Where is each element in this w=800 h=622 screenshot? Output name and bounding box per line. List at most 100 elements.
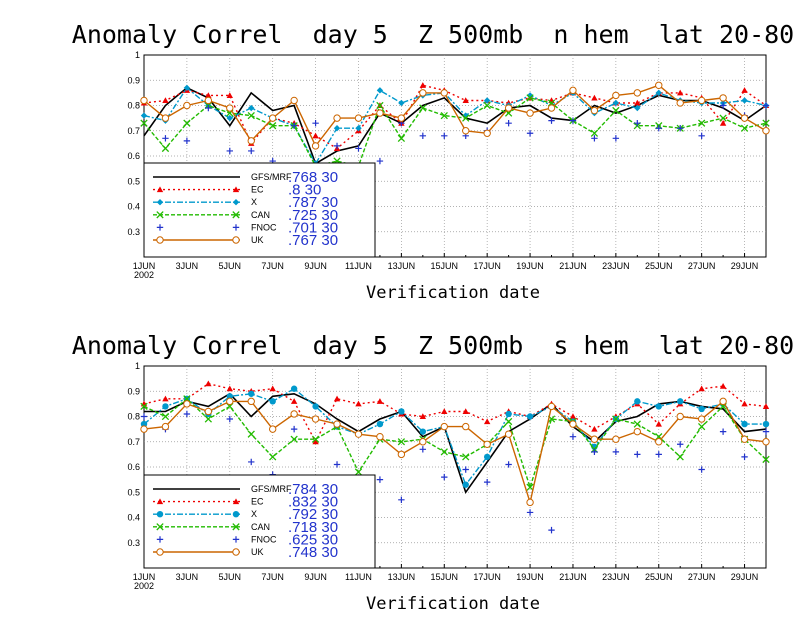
data-point <box>333 114 341 122</box>
x-tick-label: 23JUN <box>602 261 630 271</box>
data-point <box>333 395 341 402</box>
data-point <box>655 420 662 427</box>
data-point <box>612 106 620 115</box>
data-point <box>376 87 384 94</box>
data-point <box>205 92 212 98</box>
data-point <box>504 430 513 438</box>
x-tick-label: 21JUN <box>559 572 587 582</box>
data-point <box>205 104 212 112</box>
data-point <box>226 114 233 122</box>
y-tick-label: 0.3 <box>127 227 140 237</box>
data-point <box>677 125 684 132</box>
legend-box <box>143 162 376 258</box>
data-point <box>547 402 556 411</box>
x-tick-label: 27JUN <box>688 261 716 271</box>
data-point <box>697 422 706 431</box>
data-point <box>311 435 320 443</box>
data-point <box>590 435 599 443</box>
legend-marker <box>156 523 164 531</box>
data-point <box>161 412 170 421</box>
data-point <box>312 403 319 410</box>
data-point <box>591 448 598 456</box>
data-point <box>290 385 298 392</box>
data-point <box>226 415 233 423</box>
data-point <box>526 94 534 102</box>
data-point <box>547 104 556 112</box>
x-tick-label: 15JUN <box>431 572 459 582</box>
data-point <box>591 425 598 432</box>
x-tick-label: 17JUN <box>473 261 501 271</box>
chart-title: Anomaly Correl day 5 Z 500mb n hem lat 2… <box>72 20 794 49</box>
data-point <box>226 397 234 406</box>
x-tick-label: 13JUN <box>388 572 416 582</box>
legend-marker <box>156 224 164 231</box>
y-tick-label: 0.8 <box>127 412 140 422</box>
data-point <box>290 122 298 129</box>
legend-stat: .792 30 <box>288 506 338 523</box>
data-point <box>591 135 598 142</box>
data-point <box>634 119 641 127</box>
data-point <box>376 476 384 483</box>
data-point <box>440 422 448 431</box>
legend-label: UK <box>251 235 264 245</box>
legend-marker <box>232 199 240 206</box>
series-x <box>140 84 770 167</box>
data-point <box>161 422 170 431</box>
data-point <box>740 435 749 443</box>
data-point <box>269 453 277 461</box>
chart-panel-s-hem: Anomaly Correl day 5 Z 500mb s hem lat 2… <box>72 331 794 614</box>
data-point <box>633 89 642 97</box>
data-point <box>183 137 191 145</box>
data-point <box>376 157 384 165</box>
data-point <box>419 428 427 435</box>
data-point <box>333 420 341 428</box>
data-point <box>441 132 448 139</box>
data-point <box>162 395 169 402</box>
data-point <box>268 114 277 122</box>
data-point <box>526 498 534 507</box>
data-point <box>483 101 491 110</box>
data-point <box>312 119 319 127</box>
data-point <box>183 410 191 418</box>
data-point <box>740 124 749 132</box>
data-point <box>462 453 470 461</box>
x-tick-label: 3JUN <box>176 261 199 271</box>
series-line <box>143 84 767 150</box>
legend-marker <box>232 186 240 193</box>
data-point <box>697 96 706 105</box>
data-point <box>183 84 191 92</box>
series-line <box>143 86 767 165</box>
data-point <box>226 92 233 98</box>
data-point <box>741 453 748 461</box>
data-point <box>140 112 148 119</box>
data-point <box>569 420 577 428</box>
legend-marker <box>232 498 240 505</box>
y-tick-label: 0.7 <box>127 437 140 447</box>
data-point <box>762 127 770 135</box>
data-point <box>655 403 662 410</box>
data-point <box>162 135 169 142</box>
data-point <box>569 433 577 440</box>
legend-stat: .767 30 <box>288 232 338 249</box>
legend-marker <box>156 536 164 543</box>
data-point <box>440 448 448 456</box>
x-tick-label: 19JUN <box>516 572 544 582</box>
data-point <box>762 428 770 435</box>
data-point <box>719 114 727 122</box>
legend-label: UK <box>251 547 264 557</box>
legend-stat: .748 30 <box>288 544 338 561</box>
x-tick-label: 19JUN <box>516 261 544 271</box>
y-tick-label: 0.6 <box>127 151 140 161</box>
legend-label: CAN <box>251 210 270 220</box>
data-point <box>376 101 384 110</box>
data-point <box>419 438 427 446</box>
data-point <box>354 468 363 476</box>
data-point <box>247 397 255 406</box>
data-point <box>719 428 727 435</box>
legend-stat: .8 30 <box>288 182 321 199</box>
data-point <box>290 96 298 105</box>
data-point <box>569 117 577 124</box>
legend-stat: .787 30 <box>288 194 338 211</box>
series-line <box>143 86 767 165</box>
